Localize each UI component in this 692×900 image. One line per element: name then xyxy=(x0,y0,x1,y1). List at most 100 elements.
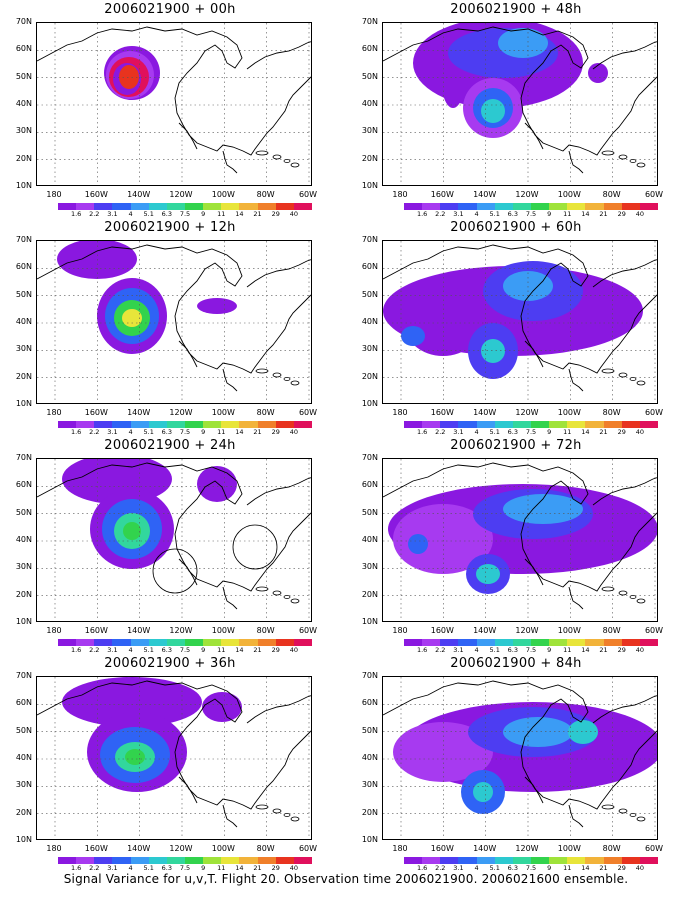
lon-label: 140W xyxy=(473,190,497,199)
lat-label: 20N xyxy=(361,371,378,381)
colorbar-swatch xyxy=(275,203,294,210)
lon-label: 160W xyxy=(84,408,108,417)
colorbar-swatch xyxy=(184,203,204,210)
colorbar-swatch xyxy=(440,639,459,646)
coastline xyxy=(246,41,311,70)
lon-label: 160W xyxy=(84,190,108,199)
lon-label: 160W xyxy=(84,626,108,635)
island xyxy=(255,586,269,592)
colorbar-label: 3.1 xyxy=(453,864,464,872)
lat-label: 40N xyxy=(15,99,32,108)
map-svg xyxy=(37,459,311,621)
lon-label: 160W xyxy=(430,626,454,635)
island xyxy=(629,159,637,163)
colorbar-swatch xyxy=(130,203,149,210)
colorbar-swatch xyxy=(257,421,276,428)
colorbar-label: 11 xyxy=(217,428,226,436)
colorbar-label: 7.5 xyxy=(179,646,191,654)
colorbar-swatch xyxy=(512,203,531,210)
island xyxy=(283,595,291,599)
coastline xyxy=(37,244,311,374)
coastline xyxy=(246,695,311,724)
colorbar-swatch xyxy=(293,639,312,646)
map-area xyxy=(36,240,312,404)
colorbar-label: 6.3 xyxy=(161,646,173,654)
colorbar-swatch xyxy=(203,857,222,864)
lat-label: 40N xyxy=(15,535,32,544)
colorbar-label: 2.2 xyxy=(435,646,446,654)
lat-label: 40N xyxy=(15,317,32,326)
colorbar-label: 5.1 xyxy=(489,864,500,872)
coastline xyxy=(222,586,238,610)
variance-contour xyxy=(119,65,139,89)
lon-label: 180 xyxy=(392,408,408,417)
lat-label: 40N xyxy=(361,99,378,108)
colorbar-swatch xyxy=(440,421,459,428)
lat-label: 40N xyxy=(361,535,378,544)
colorbar-label: 2.2 xyxy=(435,210,446,218)
colorbar-label: 5.1 xyxy=(143,646,154,654)
colorbar-swatch xyxy=(530,421,550,428)
colorbar-swatch xyxy=(94,639,113,646)
colorbar xyxy=(404,857,658,864)
colorbar-swatch xyxy=(530,639,550,646)
colorbar-label: 2.2 xyxy=(89,646,100,654)
colorbar-label: 3.1 xyxy=(453,428,464,436)
lon-label: 60W xyxy=(644,844,664,853)
lat-label: 60N xyxy=(361,480,378,490)
map-svg xyxy=(383,459,657,621)
lon-label: 120W xyxy=(515,626,539,635)
lon-label: 100W xyxy=(211,408,235,417)
colorbar-swatch xyxy=(148,203,167,210)
lon-label: 60W xyxy=(298,626,318,635)
island xyxy=(255,368,269,374)
map-svg xyxy=(37,677,311,839)
colorbar-swatch xyxy=(239,639,258,646)
colorbar-swatch xyxy=(112,857,131,864)
colorbar-swatch xyxy=(603,421,622,428)
colorbar-swatch xyxy=(458,857,477,864)
colorbar-label: 3.1 xyxy=(107,210,118,218)
coastline xyxy=(524,558,544,586)
colorbar-swatch xyxy=(76,421,95,428)
variance-contour xyxy=(481,99,505,123)
colorbar-swatch xyxy=(458,203,477,210)
colorbar-swatch xyxy=(404,421,423,428)
colorbar-label: 14 xyxy=(235,646,244,654)
map-svg xyxy=(383,677,657,839)
lon-label: 140W xyxy=(127,844,151,853)
lat-label: 50N xyxy=(15,71,32,81)
colorbar-label: 2.2 xyxy=(435,428,446,436)
colorbar-swatch xyxy=(476,203,495,210)
island xyxy=(629,813,637,817)
lon-label: 80W xyxy=(256,844,275,853)
lat-label: 50N xyxy=(361,71,378,81)
lon-label: 140W xyxy=(473,626,497,635)
coastline xyxy=(592,259,657,288)
island xyxy=(290,816,300,822)
lon-label: 140W xyxy=(473,408,497,417)
map-area xyxy=(36,22,312,186)
map-svg xyxy=(37,23,311,185)
colorbar-label: 3.1 xyxy=(107,428,118,436)
panel-title: 2006021900 + 36h xyxy=(104,656,236,671)
map-panel-84h: 2006021900 + 84h 70N 60N 50N 40N 30N 20N 10N 180… xyxy=(346,654,686,872)
island xyxy=(601,150,615,156)
colorbar-swatch xyxy=(148,857,167,864)
lon-label: 80W xyxy=(256,190,275,199)
colorbar-label: 21 xyxy=(253,210,262,218)
island xyxy=(255,150,269,156)
panel-title: 2006021900 + 72h xyxy=(450,438,582,453)
lat-label: 20N xyxy=(361,589,378,599)
colorbar-swatch xyxy=(166,203,185,210)
colorbar-label: 40 xyxy=(289,646,298,654)
panel-title: 2006021900 + 84h xyxy=(450,656,582,671)
colorbar-label: 7.5 xyxy=(525,210,537,218)
colorbar-swatch xyxy=(621,421,640,428)
lat-label: 30N xyxy=(15,344,32,354)
lat-label: 50N xyxy=(15,507,32,517)
colorbar xyxy=(58,639,312,646)
colorbar-swatch xyxy=(549,639,568,646)
lat-label: 70N xyxy=(15,17,32,26)
colorbar-label: 21 xyxy=(253,864,262,872)
